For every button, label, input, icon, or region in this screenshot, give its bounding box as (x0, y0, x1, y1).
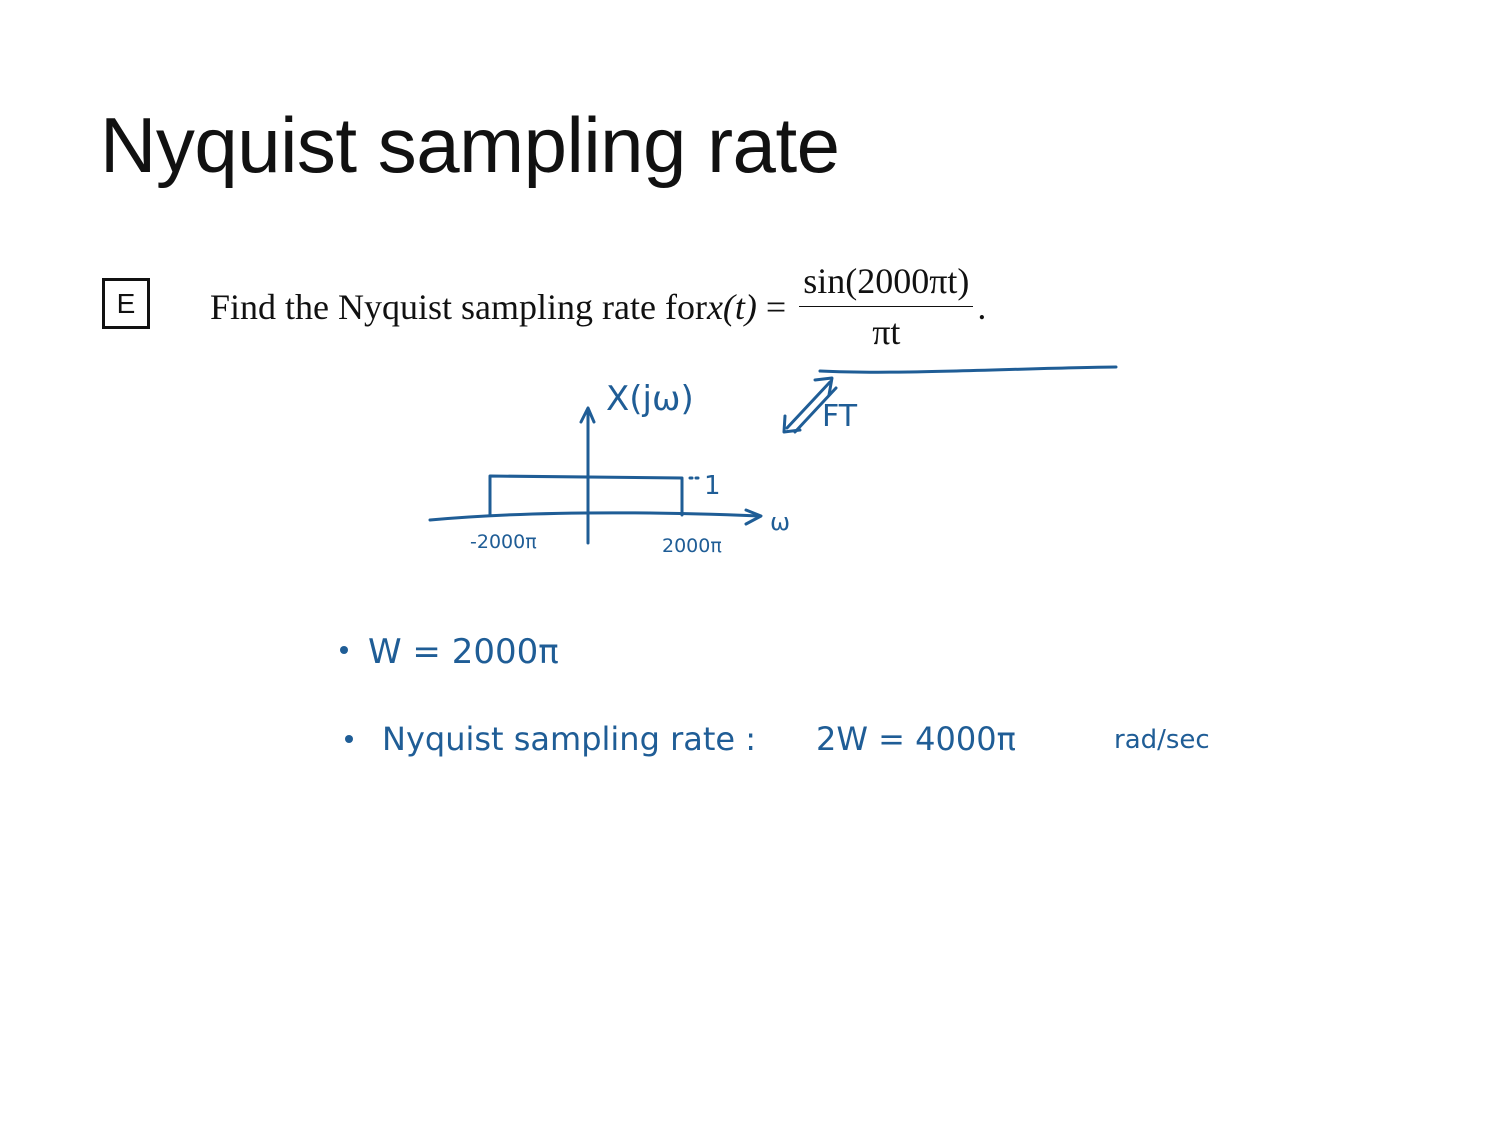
bullet-1-text: W = 2000π (368, 632, 559, 672)
spectrum-plot (428, 406, 763, 545)
left-cutoff-label: -2000π (470, 531, 537, 553)
slide-title: Nyquist sampling rate (100, 101, 840, 189)
fraction-numerator: sin(2000πt) (799, 261, 974, 307)
bullet-dot-2 (345, 735, 353, 743)
bullet-2-value: 2W = 4000π (816, 720, 1016, 758)
ft-label: FT (822, 399, 858, 434)
omega-axis (428, 511, 762, 522)
bullet-2-label: Nyquist sampling rate : (382, 720, 756, 758)
problem-lhs: x(t) (706, 287, 757, 327)
fraction-denominator: πt (872, 311, 901, 352)
omega-label: ω (770, 508, 790, 536)
spectrum-label: X(jω) (606, 379, 694, 419)
problem-equals: = (756, 287, 796, 327)
problem-label-box: E (102, 278, 150, 329)
bullet-2-unit: rad/sec (1114, 725, 1210, 755)
problem-suffix: . (977, 287, 987, 327)
problem-fraction: sin(2000πt) πt (799, 261, 974, 352)
problem-label: E (116, 287, 136, 319)
right-cutoff-label: 2000π (662, 535, 722, 557)
expression-underline (818, 365, 1118, 374)
problem-statement: Find the Nyquist sampling rate for x(t) … (210, 261, 987, 352)
amplitude-label: 1 (704, 471, 721, 501)
transform-double-arrow (782, 376, 838, 434)
bullet-dot-1 (340, 646, 348, 654)
omega-axis-arrowhead (744, 508, 763, 526)
rect-pulse (488, 474, 684, 517)
problem-prefix: Find the Nyquist sampling rate for (210, 287, 707, 327)
vertical-axis-arrowhead (579, 406, 596, 424)
